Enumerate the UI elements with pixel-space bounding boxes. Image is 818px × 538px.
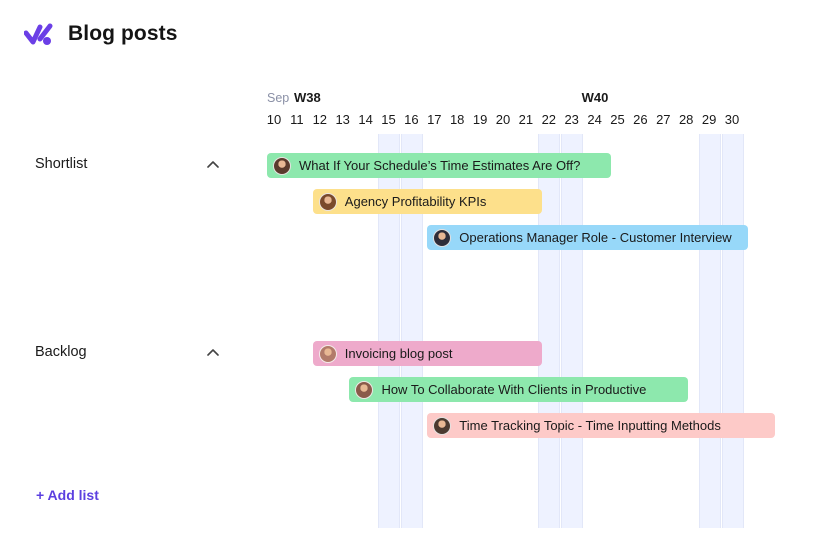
day-label: 17 — [427, 112, 442, 127]
page-title: Blog posts — [68, 22, 178, 45]
task-title: Agency Profitability KPIs — [344, 194, 487, 209]
assignee-avatar — [318, 344, 337, 363]
list-header-shortlist: Shortlist — [35, 153, 220, 175]
page-header: Blog posts — [24, 20, 178, 48]
assignee-avatar — [433, 228, 452, 247]
day-label: 26 — [633, 112, 648, 127]
task-title: Time Tracking Topic - Time Inputting Met… — [459, 418, 721, 433]
task-title: Invoicing blog post — [344, 346, 453, 361]
day-label: 29 — [701, 112, 717, 127]
task-bar[interactable]: What If Your Schedule’s Time Estimates A… — [267, 153, 611, 178]
add-list-button[interactable]: + Add list — [36, 487, 99, 503]
assignee-avatar — [318, 192, 337, 211]
day-label: 23 — [564, 112, 579, 127]
day-label: 24 — [587, 112, 602, 127]
task-bar[interactable]: Agency Profitability KPIs — [312, 189, 542, 214]
weekend-column — [698, 134, 721, 528]
list-header-backlog: Backlog — [35, 341, 220, 363]
day-label: 11 — [290, 112, 304, 127]
week-label: W38 — [294, 90, 321, 105]
day-label: 12 — [312, 112, 328, 127]
day-label: 16 — [404, 112, 419, 127]
day-label: 27 — [656, 112, 671, 127]
assignee-avatar — [273, 156, 291, 175]
task-bar[interactable]: Time Tracking Topic - Time Inputting Met… — [427, 413, 776, 438]
assignee-avatar — [355, 380, 374, 399]
day-label: 10 — [266, 112, 282, 127]
day-label: 15 — [381, 112, 396, 127]
task-title: What If Your Schedule’s Time Estimates A… — [299, 158, 581, 173]
list-name: Backlog — [35, 344, 87, 360]
assignee-avatar — [433, 416, 452, 435]
checkmark-logo-icon[interactable] — [24, 21, 54, 47]
task-bar[interactable]: Invoicing blog post — [312, 341, 542, 366]
day-label: 30 — [724, 112, 740, 127]
day-label: 19 — [472, 112, 488, 127]
day-label: 25 — [610, 112, 625, 127]
chevron-up-icon[interactable] — [206, 345, 220, 359]
day-label: 20 — [495, 112, 511, 127]
task-title: How To Collaborate With Clients in Produ… — [381, 382, 647, 397]
timeline-header: Sep W38 W40 10 11 12 13 14 15 16 17 18 19 20 21 22 23 24… — [0, 0, 818, 130]
day-label: 28 — [678, 112, 694, 127]
day-label: 14 — [358, 112, 373, 127]
day-label: 22 — [541, 112, 557, 127]
month-label: Sep — [267, 91, 290, 105]
week-label: W40 — [581, 90, 609, 105]
task-bar[interactable]: Operations Manager Role - Customer Inter… — [427, 225, 748, 250]
list-name: Shortlist — [35, 156, 88, 172]
weekend-column — [561, 134, 584, 528]
chevron-up-icon[interactable] — [206, 157, 220, 171]
weekend-column — [721, 134, 744, 528]
day-label: 21 — [518, 112, 534, 127]
task-title: Operations Manager Role - Customer Inter… — [459, 230, 732, 245]
day-label: 13 — [335, 112, 350, 127]
task-bar[interactable]: How To Collaborate With Clients in Produ… — [349, 377, 689, 402]
day-label: 18 — [449, 112, 465, 127]
